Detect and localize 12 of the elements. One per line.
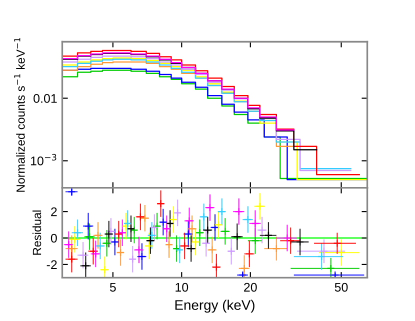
x-axis-title: Energy (keV) [175, 300, 254, 313]
y-axis-title: Normalized counts s$^{−1}$ keV$^{−1}$ [14, 38, 25, 192]
x-tick-label: 10 [176, 282, 188, 292]
y-tick-label: 0.01 [34, 94, 57, 103]
y-tick-label: 10$^{−3}$ [30, 154, 56, 166]
y-tick-label: 2 [51, 207, 57, 216]
x-tick-label: 20 [244, 282, 257, 292]
y-tick-label: 0 [50, 234, 57, 243]
y-axis-title: Residual [32, 210, 42, 255]
y-tick-label: -2 [46, 260, 57, 269]
x-tick-label: 50 [334, 282, 348, 292]
x-tick-label: 5 [110, 282, 116, 292]
